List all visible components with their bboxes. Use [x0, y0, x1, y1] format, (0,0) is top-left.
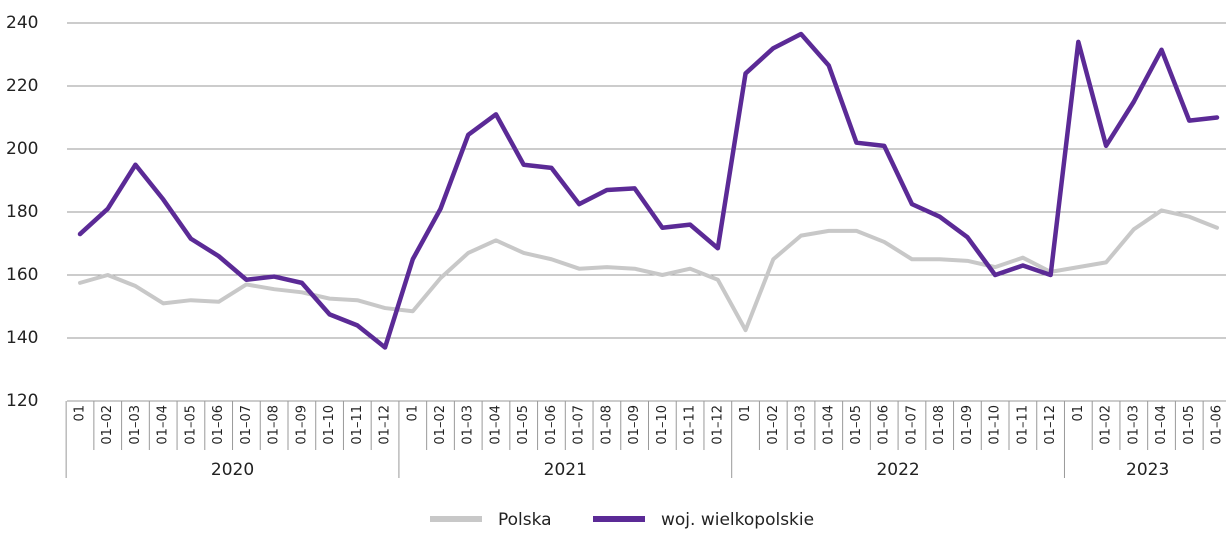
- x-tick-label: 01–02: [1099, 405, 1114, 445]
- y-tick-label: 160: [6, 265, 38, 285]
- x-tick-label: 01–07: [239, 405, 254, 445]
- y-tick-label: 120: [6, 391, 38, 411]
- x-tick-label: 01–02: [100, 405, 115, 445]
- x-tick-label: 01–07: [572, 405, 587, 445]
- y-tick-label: 220: [6, 76, 38, 96]
- x-tick-label: 01–04: [488, 405, 503, 445]
- group-label: 2020: [211, 460, 254, 480]
- x-tick-label: 01–09: [960, 405, 975, 445]
- y-tick-label: 140: [6, 328, 38, 348]
- group-label: 2023: [1126, 460, 1169, 480]
- x-tick-label: 01–11: [350, 405, 365, 445]
- y-tick-label: 180: [6, 202, 38, 222]
- group-label: 2022: [876, 460, 919, 480]
- x-tick-label: 01: [1071, 405, 1086, 422]
- x-tick-label: 01: [73, 405, 88, 422]
- x-tick-label: 01–02: [433, 405, 448, 445]
- x-tick-label: 01–03: [128, 405, 143, 445]
- x-tick-label: 01–10: [655, 405, 670, 445]
- x-tick-label: 01–03: [1126, 405, 1141, 445]
- x-tick-label: 01: [738, 405, 753, 422]
- x-tick-label: 01–12: [378, 405, 393, 445]
- x-tick-label: 01–05: [183, 405, 198, 445]
- x-tick-label: 01–12: [1043, 405, 1058, 445]
- legend-label: woj. wielkopolskie: [661, 510, 814, 530]
- x-tick-label: 01–05: [516, 405, 531, 445]
- x-tick-label: 01–06: [211, 405, 226, 445]
- x-tick-label: 01–06: [544, 405, 559, 445]
- x-tick-label: 01–08: [267, 405, 282, 445]
- x-tick-label: 01–11: [1015, 405, 1030, 445]
- x-tick-label: 01–10: [988, 405, 1003, 445]
- x-tick-label: 01: [405, 405, 420, 422]
- x-tick-label: 01–09: [294, 405, 309, 445]
- y-tick-label: 200: [6, 139, 38, 159]
- x-tick-label: 01–03: [461, 405, 476, 445]
- x-tick-label: 01–06: [1210, 405, 1225, 445]
- group-label: 2021: [544, 460, 587, 480]
- x-tick-label: 01–04: [156, 405, 171, 445]
- x-tick-label: 01–08: [932, 405, 947, 445]
- x-tick-label: 01–09: [627, 405, 642, 445]
- x-tick-label: 01–02: [766, 405, 781, 445]
- x-tick-label: 01–04: [1154, 405, 1169, 445]
- x-tick-label: 01–06: [877, 405, 892, 445]
- x-tick-label: 01–05: [1182, 405, 1197, 445]
- x-tick-label: 01–08: [599, 405, 614, 445]
- series-line: [78, 208, 1219, 333]
- x-tick-label: 01–04: [821, 405, 836, 445]
- x-tick-label: 01–05: [849, 405, 864, 445]
- x-tick-label: 01–12: [710, 405, 725, 445]
- x-tick-label: 01–10: [322, 405, 337, 445]
- legend-label: Polska: [498, 510, 552, 530]
- x-tick-label: 01–07: [904, 405, 919, 445]
- y-tick-label: 240: [6, 13, 38, 33]
- series-line: [77, 31, 1220, 350]
- x-tick-label: 01–11: [683, 405, 698, 445]
- x-tick-label: 01–03: [794, 405, 809, 445]
